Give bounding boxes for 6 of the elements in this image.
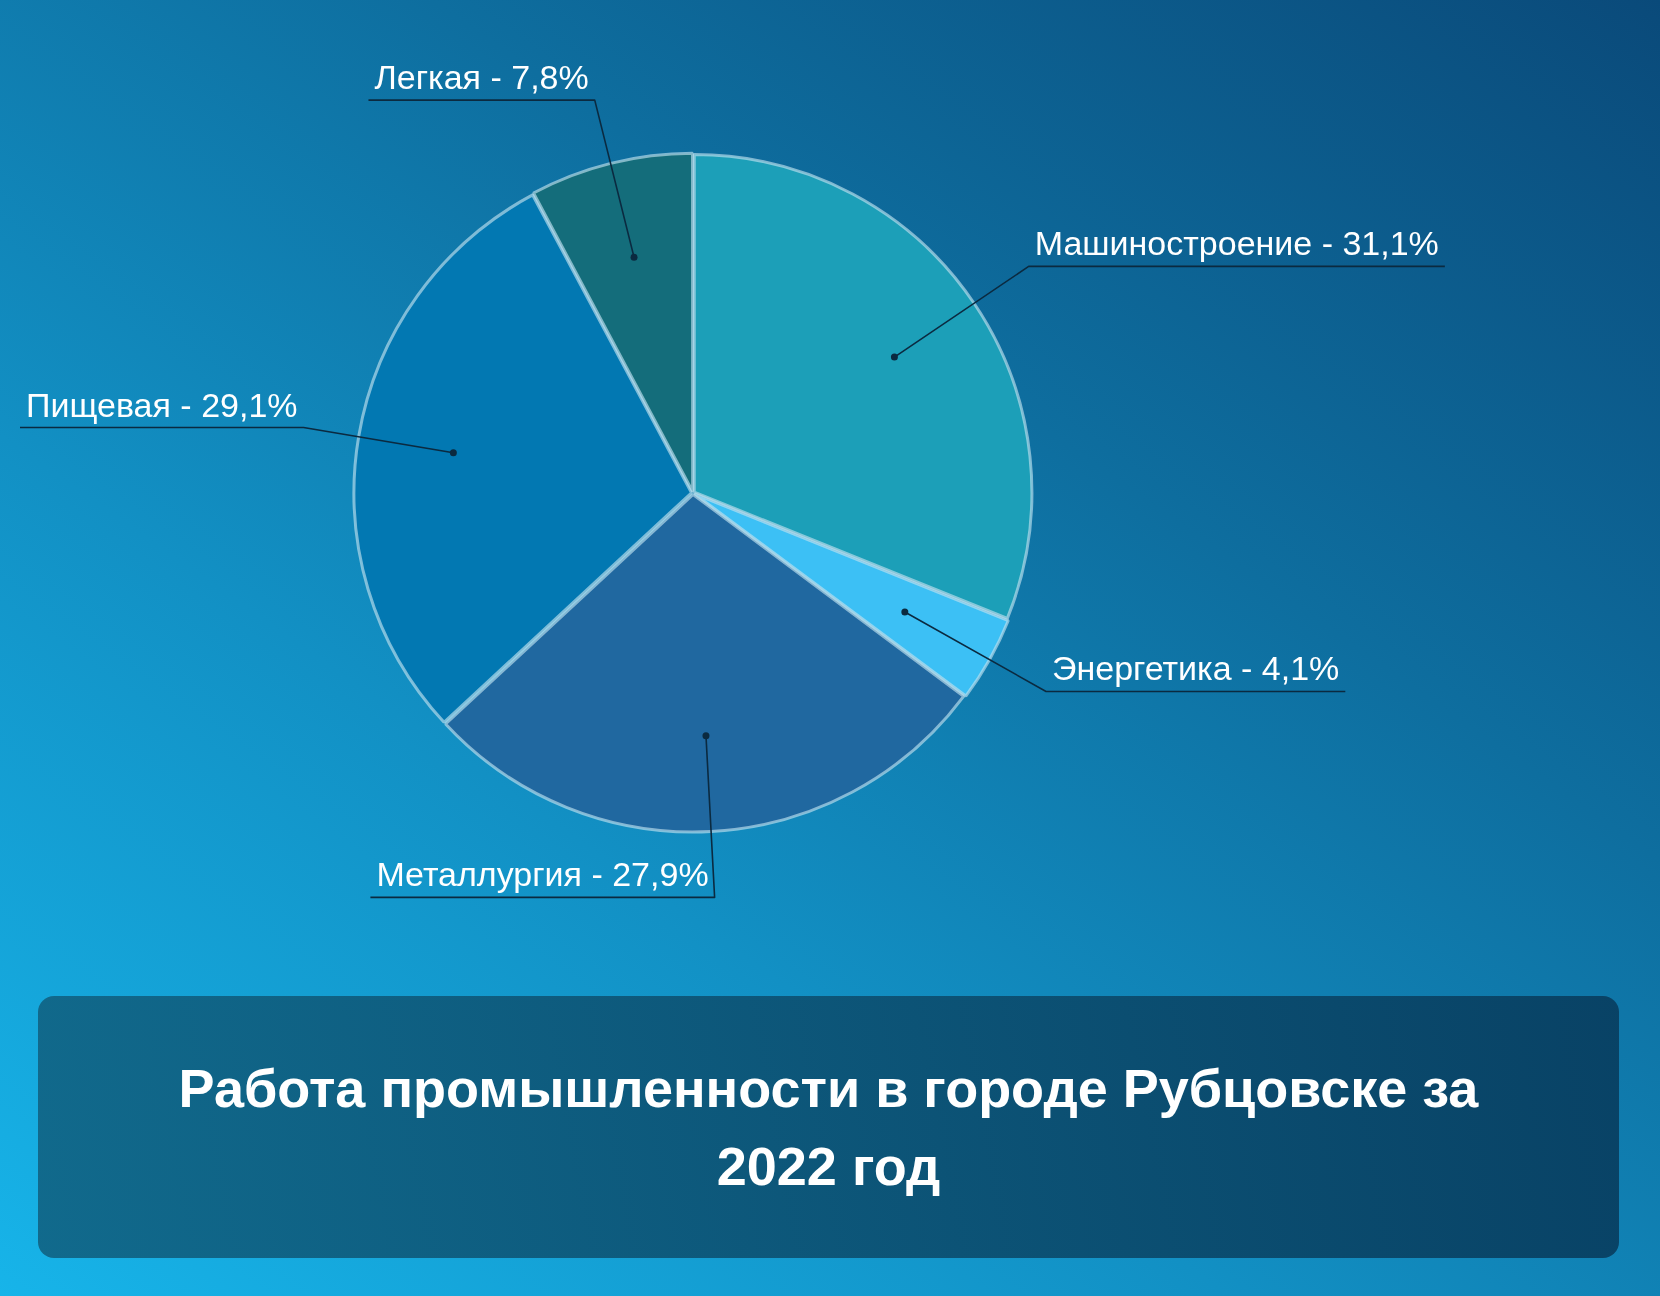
text: Работа промышленности в городе Рубцовске за 2022 год — [177, 1056, 1480, 1198]
slice-label: Машиностроение - 31,1% — [1034, 224, 1439, 263]
slice-label: Металлургия - 27,9% — [376, 855, 709, 894]
slice-label: Энергетика - 4,1% — [1052, 649, 1340, 688]
slice-label: Легкая - 7,8% — [374, 58, 589, 97]
slice-label: Пищевая - 29,1% — [25, 385, 298, 424]
